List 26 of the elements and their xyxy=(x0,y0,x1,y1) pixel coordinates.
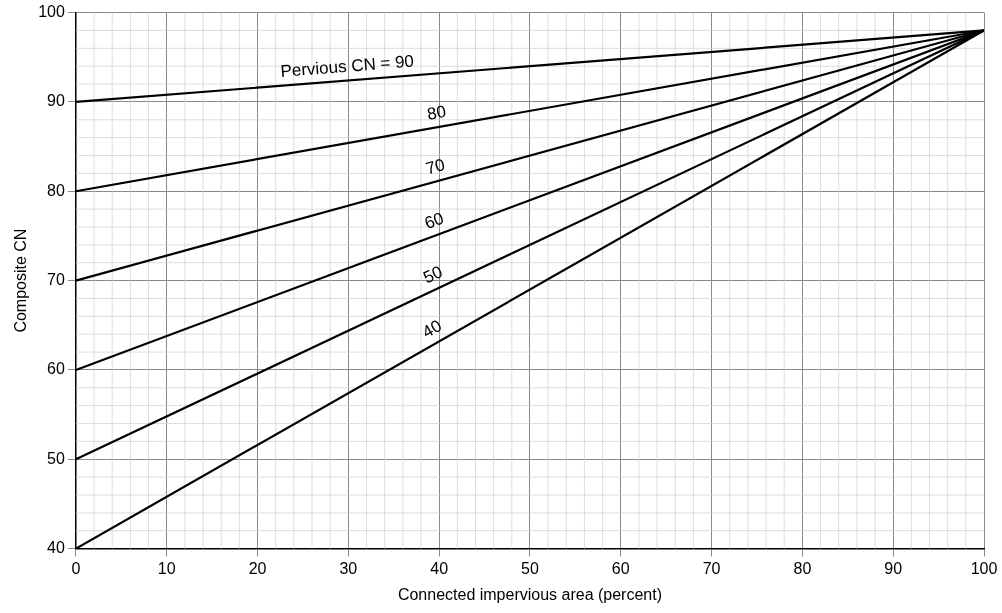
y-tick-label: 70 xyxy=(47,271,65,289)
text: 60 xyxy=(421,208,447,233)
y-tick-label: 90 xyxy=(47,92,65,110)
x-tick-label: 70 xyxy=(702,559,721,577)
x-axis-title: Connected impervious area (percent) xyxy=(397,585,663,603)
y-tick-label: 40 xyxy=(47,539,65,557)
text: 40 xyxy=(419,315,445,342)
x-tick-label: 20 xyxy=(248,559,267,577)
x-tick-label: 50 xyxy=(521,559,539,577)
y-tick-label: 50 xyxy=(47,449,65,467)
x-tick-label: 80 xyxy=(793,559,812,577)
y-axis-title: Composite CN xyxy=(12,228,30,333)
x-tick-label: 30 xyxy=(339,559,358,577)
text: 50 xyxy=(420,262,446,288)
x-tick-label: 60 xyxy=(611,559,630,577)
series-label: Pervious CN = 90 xyxy=(279,51,415,81)
y-tick-label: 80 xyxy=(47,181,65,199)
x-tick-label: 100 xyxy=(970,559,998,577)
x-tick-label: 0 xyxy=(71,559,81,577)
y-tick-label: 60 xyxy=(47,360,65,378)
x-tick-label: 10 xyxy=(157,559,176,577)
text: 70 xyxy=(423,155,447,179)
text: 80 xyxy=(425,101,448,124)
y-tick-label: 100 xyxy=(38,3,65,21)
x-tick-label: 90 xyxy=(884,559,903,577)
x-tick-label: 40 xyxy=(430,559,449,577)
